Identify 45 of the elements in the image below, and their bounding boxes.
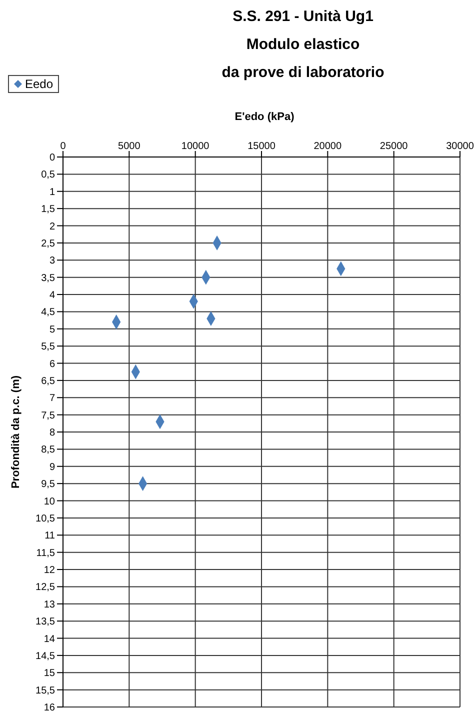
y-tick-label: 6,5	[41, 376, 56, 387]
y-tick-label: 15	[44, 668, 56, 680]
y-tick-label: 9,5	[41, 479, 56, 490]
x-tick-label: 30000	[446, 141, 474, 152]
y-tick-label: 12,5	[36, 582, 56, 594]
y-tick-label: 1,5	[41, 204, 56, 216]
y-tick-label: 7	[49, 393, 56, 404]
chart-subtitle: Modulo elastico da prove di laboratorio	[220, 36, 386, 83]
y-tick-label: 12	[44, 565, 56, 576]
y-tick-label: 4	[49, 290, 56, 302]
x-tick-label: 15000	[248, 141, 276, 152]
y-tick-label: 14,5	[36, 650, 56, 662]
y-tick-label: 3,5	[41, 272, 56, 284]
y-tick-label: 9	[49, 462, 56, 473]
y-tick-label: 11,5	[36, 548, 56, 559]
y-tick-label: 0,5	[41, 170, 56, 181]
y-axis-title: Profondità da p.c. (m)	[10, 375, 22, 489]
x-tick-label: 25000	[380, 141, 408, 152]
y-tick-label: 11	[44, 530, 56, 542]
y-tick-label: 13	[44, 599, 56, 610]
y-tick-label: 15,5	[36, 685, 56, 696]
y-tick-label: 14	[44, 634, 56, 645]
y-tick-label: 4,5	[41, 307, 56, 318]
y-tick-label: 10	[44, 496, 56, 508]
y-tick-label: 5	[49, 324, 56, 336]
y-tick-label: 8	[49, 428, 56, 439]
x-tick-label: 0	[60, 141, 66, 152]
x-tick-label: 10000	[181, 141, 210, 152]
y-tick-label: 1	[49, 186, 56, 198]
y-tick-label: 7,5	[41, 410, 56, 422]
y-tick-label: 5,5	[41, 342, 56, 353]
y-tick-label: 2,5	[41, 238, 56, 250]
y-tick-label: 10,5	[36, 513, 56, 524]
chart-title: S.S. 291 - Unità Ug1	[232, 8, 374, 27]
y-tick-label: 3	[49, 256, 56, 267]
x-tick-label: 5000	[118, 141, 141, 152]
y-tick-label: 0	[49, 152, 56, 164]
legend-label: Eedo	[24, 77, 54, 91]
y-tick-label: 8,5	[41, 444, 56, 456]
y-tick-label: 13,5	[36, 616, 56, 628]
y-tick-label: 16	[44, 702, 56, 714]
x-tick-label: 20000	[314, 141, 342, 152]
y-tick-label: 2	[49, 221, 56, 232]
x-axis-title: E'edo (kPa)	[234, 111, 296, 123]
y-tick-label: 6	[49, 358, 56, 370]
